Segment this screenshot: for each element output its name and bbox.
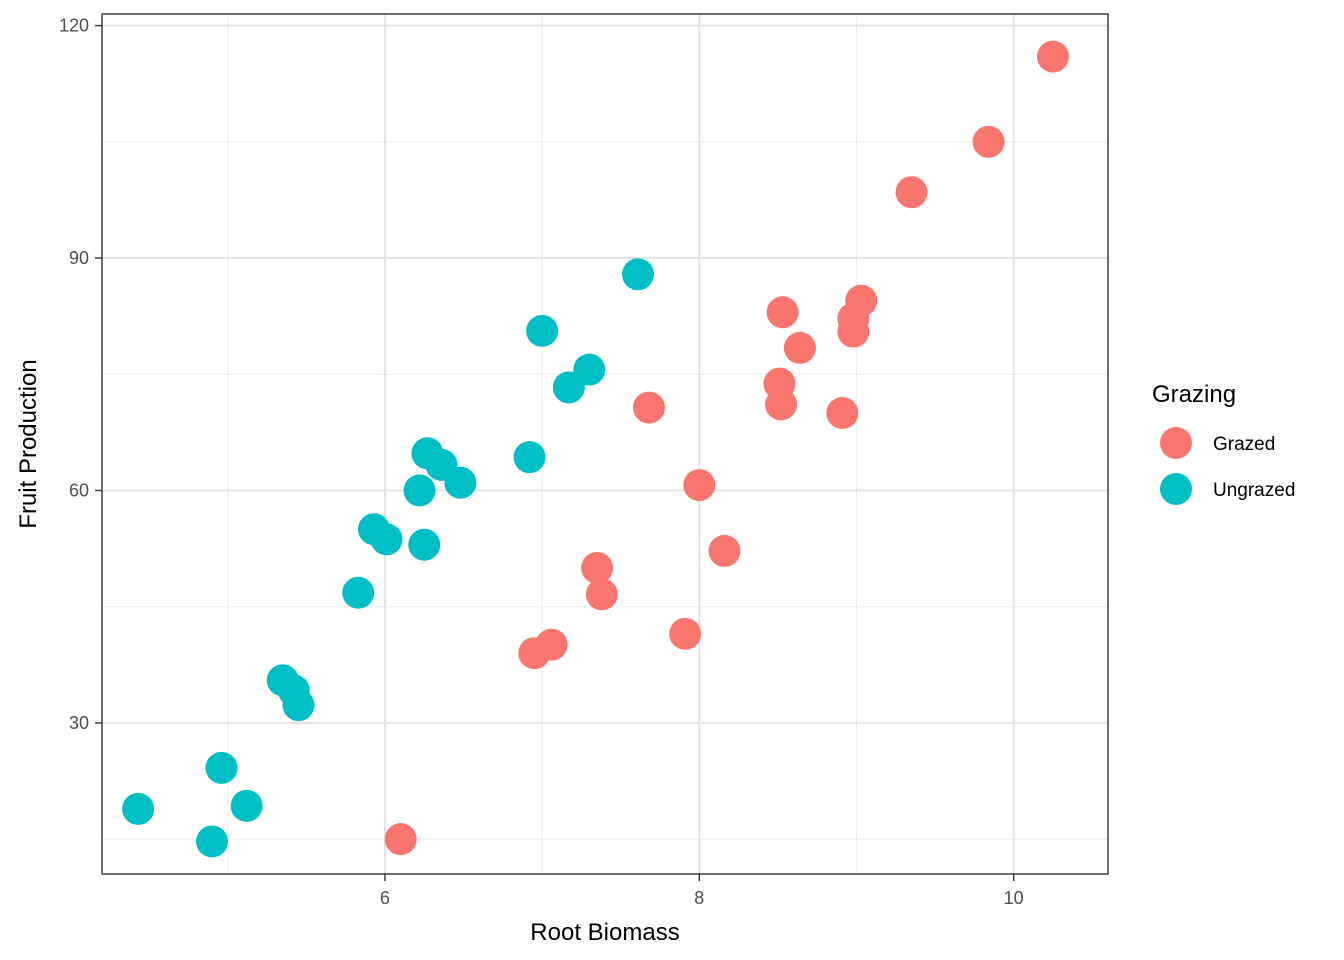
- data-point-grazed: [535, 628, 568, 661]
- data-point-ungrazed: [282, 689, 315, 722]
- legend-label-ungrazed: Ungrazed: [1213, 480, 1295, 501]
- y-tick-label: 120: [59, 16, 89, 36]
- plot-background: [102, 14, 1108, 874]
- data-point-grazed: [585, 578, 618, 611]
- data-points: [122, 40, 1069, 858]
- data-point-ungrazed: [408, 528, 441, 561]
- legend-label-grazed: Grazed: [1213, 434, 1275, 455]
- data-point-grazed: [766, 296, 799, 329]
- legend: Grazing Grazed Ungrazed: [1152, 381, 1295, 505]
- data-point-grazed: [895, 176, 928, 209]
- data-point-ungrazed: [122, 792, 155, 825]
- data-point-ungrazed: [196, 825, 229, 858]
- data-point-grazed: [845, 284, 878, 317]
- data-point-grazed: [669, 617, 702, 650]
- y-tick-label: 60: [69, 480, 89, 500]
- legend-title: Grazing: [1152, 381, 1236, 408]
- data-point-ungrazed: [444, 466, 477, 499]
- data-point-grazed: [581, 551, 614, 584]
- y-tick-label: 90: [69, 248, 89, 268]
- legend-key-grazed: [1160, 427, 1192, 459]
- data-point-grazed: [765, 388, 798, 421]
- data-point-ungrazed: [230, 789, 263, 822]
- data-point-grazed: [708, 534, 741, 567]
- y-axis-title: Fruit Production: [15, 359, 42, 528]
- x-axis: 6 8 10: [380, 874, 1024, 908]
- data-point-grazed: [826, 397, 859, 430]
- data-point-grazed: [683, 469, 716, 502]
- data-point-ungrazed: [370, 523, 403, 556]
- major-gridlines: [102, 14, 1108, 874]
- plot-border: [101, 13, 1109, 875]
- data-point-ungrazed: [513, 441, 546, 474]
- data-point-grazed: [384, 823, 417, 856]
- data-point-ungrazed: [342, 576, 375, 609]
- data-point-ungrazed: [573, 353, 606, 386]
- legend-key-ungrazed: [1160, 473, 1192, 505]
- data-point-ungrazed: [205, 751, 238, 784]
- x-tick-label: 10: [1004, 888, 1024, 908]
- data-point-ungrazed: [622, 258, 655, 291]
- data-point-grazed: [783, 331, 816, 364]
- x-tick-label: 6: [380, 888, 390, 908]
- data-point-ungrazed: [403, 474, 436, 507]
- data-point-grazed: [972, 125, 1005, 158]
- data-point-grazed: [1036, 40, 1069, 73]
- y-tick-label: 30: [69, 713, 89, 733]
- y-axis: 30 60 90 120: [59, 16, 102, 733]
- x-axis-title: Root Biomass: [530, 919, 679, 946]
- x-tick-label: 8: [694, 888, 704, 908]
- data-point-ungrazed: [526, 314, 559, 347]
- data-point-grazed: [633, 391, 666, 424]
